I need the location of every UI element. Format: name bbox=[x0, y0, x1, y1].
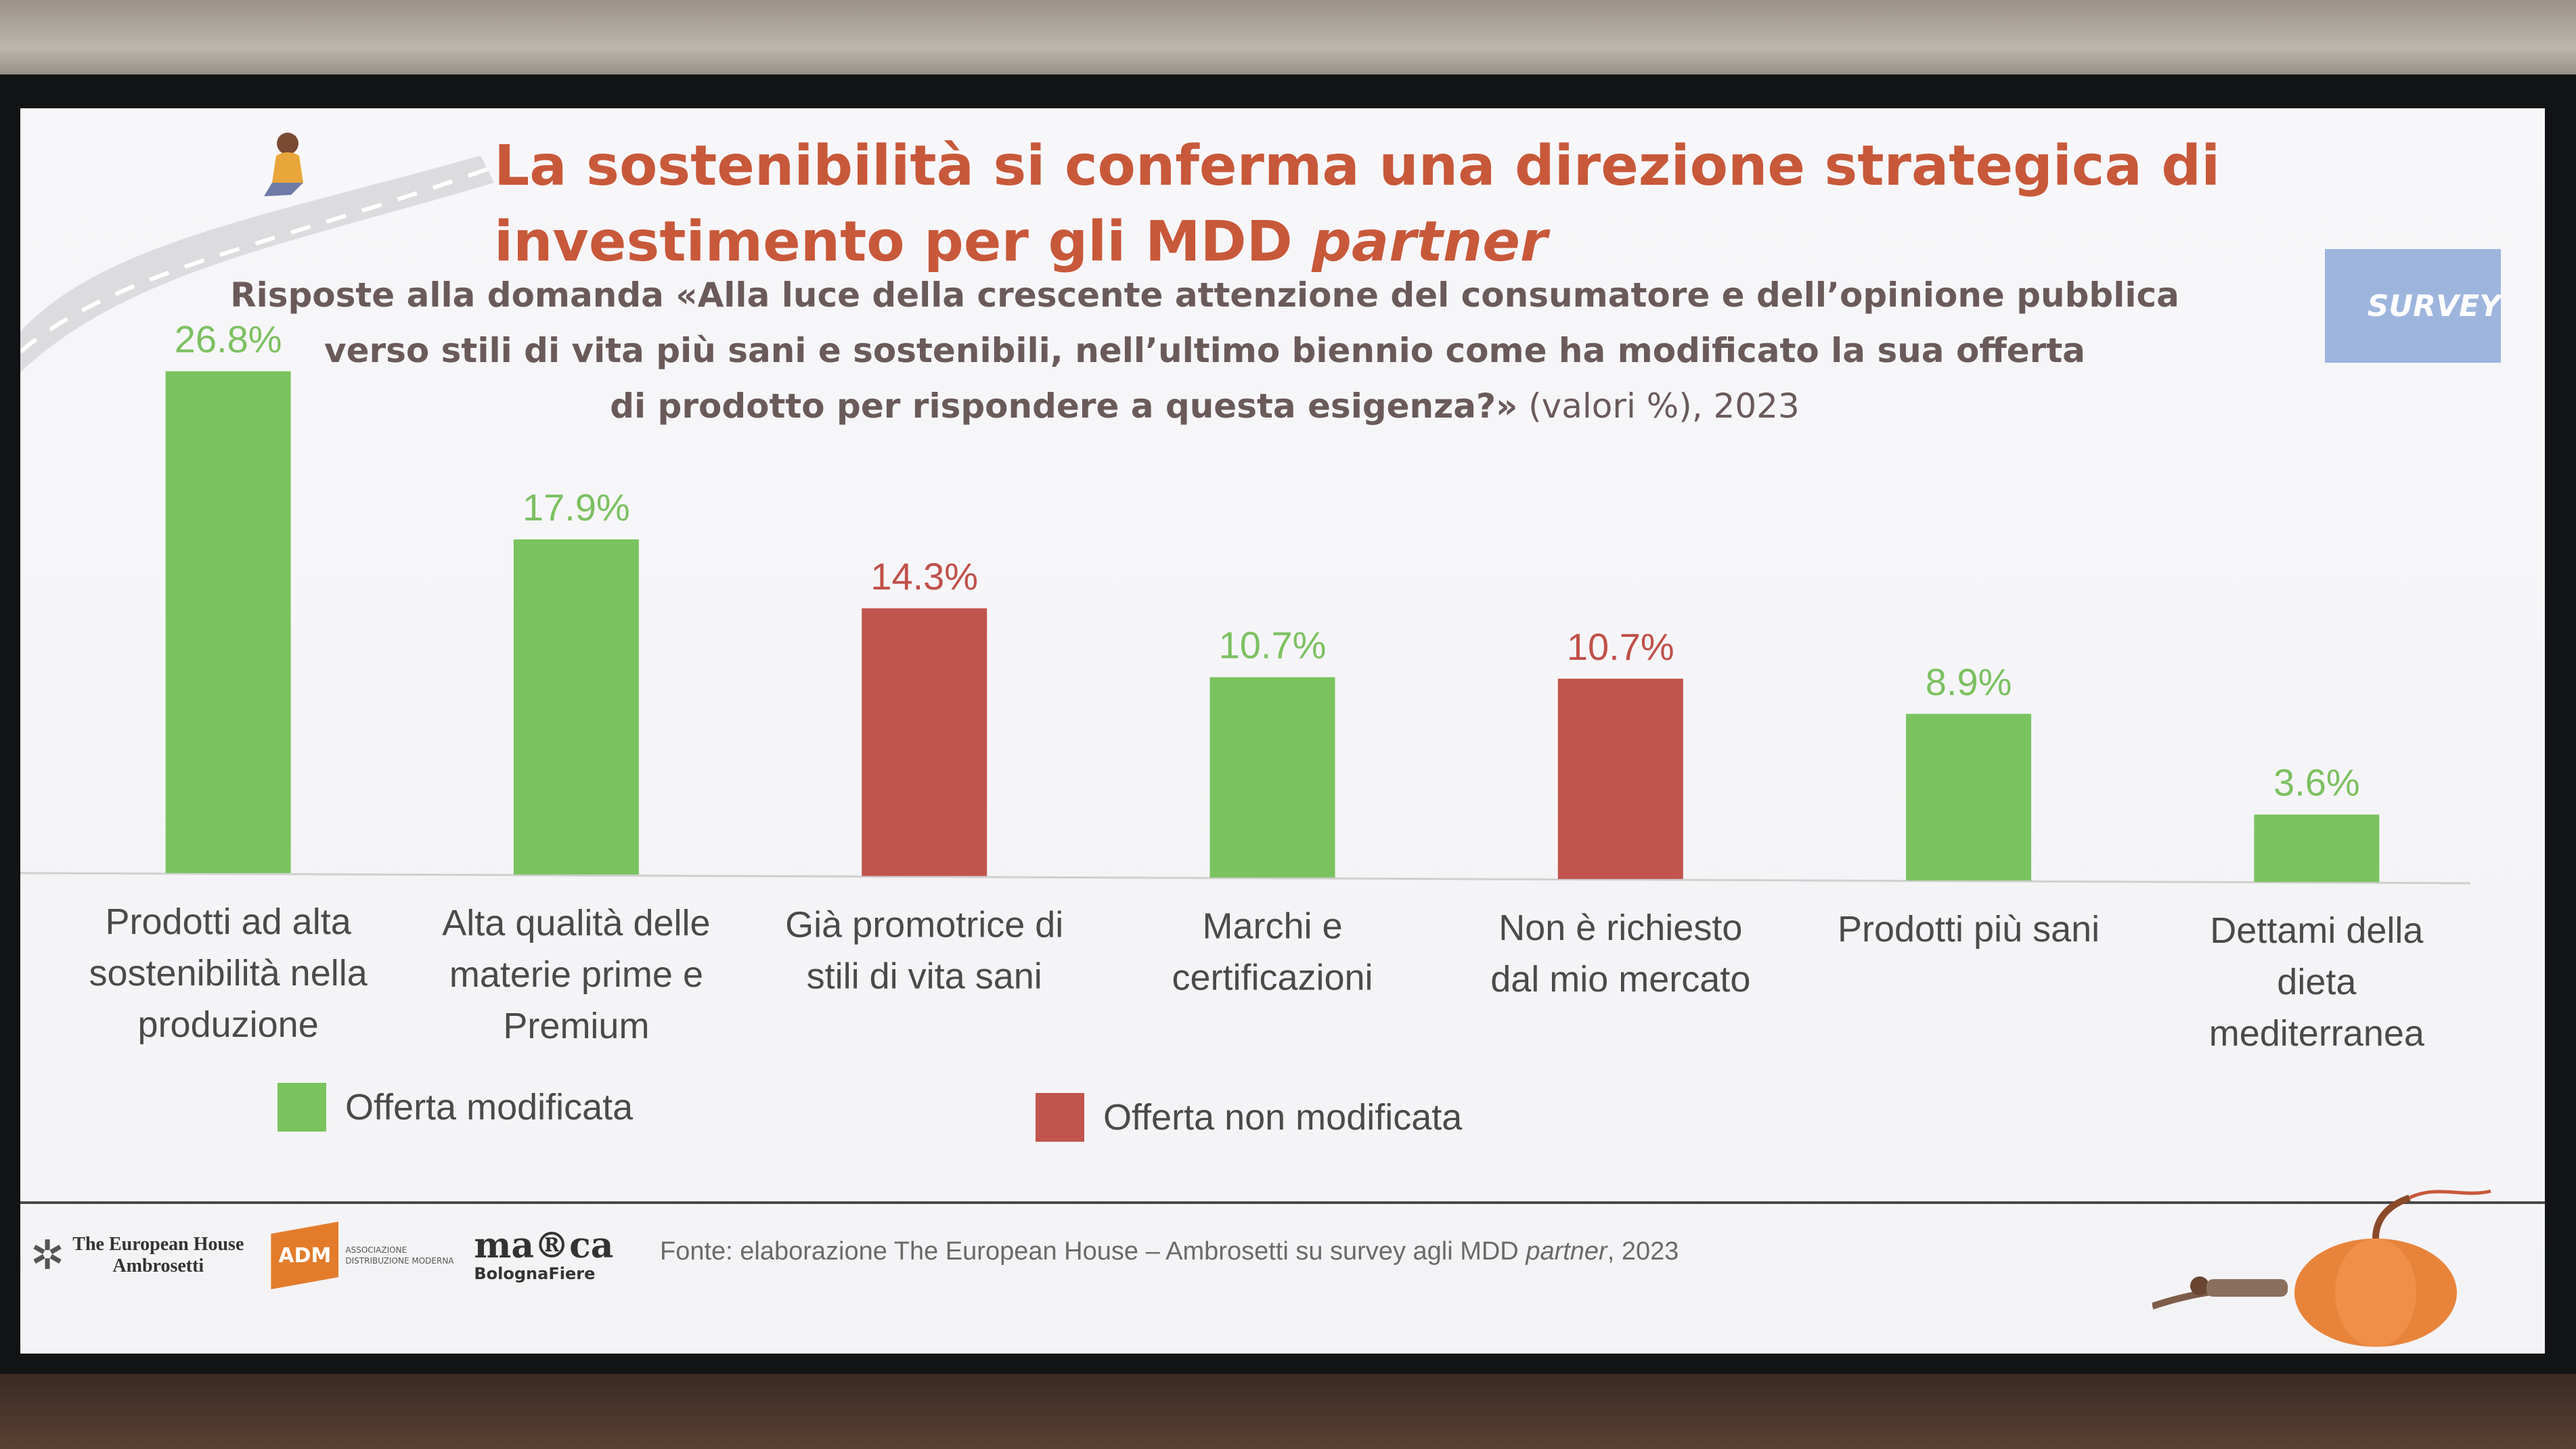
legend-swatch-red bbox=[1036, 1093, 1084, 1142]
slide: La sostenibilità si conferma una direzio… bbox=[20, 108, 2545, 1354]
pumpkin-illustration bbox=[2152, 1189, 2491, 1347]
marca-logo-text: ma®ca bbox=[474, 1225, 614, 1266]
chart-question: Risposte alla domanda «Alla luce della c… bbox=[223, 267, 2186, 434]
teh-logo: ✲ The European House Ambrosetti bbox=[30, 1232, 244, 1279]
pumpkin-icon bbox=[2294, 1189, 2491, 1347]
category-label-4-line-1: Marchi e bbox=[1202, 906, 1342, 947]
source-note: Fonte: elaborazione The European House –… bbox=[660, 1237, 1679, 1266]
bar-value-label-5: 10.7% bbox=[1567, 625, 1674, 668]
bar-value-label-6: 8.9% bbox=[1926, 661, 2012, 703]
bar-5 bbox=[1557, 678, 1683, 879]
bar-value-label-3: 14.3% bbox=[870, 555, 978, 598]
title-line-2: investimento per gli MDD partner bbox=[494, 204, 2322, 280]
bar-3 bbox=[862, 608, 987, 876]
category-label-7-line-2: dieta bbox=[2277, 962, 2357, 1002]
legend-label-modificata: Offerta modificata bbox=[345, 1087, 634, 1128]
source-end: , 2023 bbox=[1607, 1237, 1679, 1266]
footer-logos: ✲ The European House Ambrosetti ADM ASSO… bbox=[20, 1218, 613, 1293]
category-label-7-line-1: Dettami della bbox=[2210, 910, 2424, 951]
legend-item-non-modificata: Offerta non modificata bbox=[1036, 1093, 1462, 1142]
category-label-1-line-2: sostenibilità nella bbox=[89, 953, 368, 994]
teh-logo-icon: ✲ bbox=[30, 1232, 65, 1279]
title-line-2-text: investimento per gli MDD bbox=[494, 210, 1312, 274]
bar-value-label-7: 3.6% bbox=[2273, 761, 2360, 804]
bar-1 bbox=[165, 371, 291, 873]
bar-2 bbox=[513, 539, 639, 875]
marca-logo-sub: BolognaFiere bbox=[474, 1264, 596, 1283]
bar-7 bbox=[2254, 814, 2380, 883]
category-label-3-line-1: Già promotrice di bbox=[785, 904, 1063, 945]
bar-value-label-4: 10.7% bbox=[1219, 624, 1327, 667]
legend-item-modificata: Offerta modificata bbox=[277, 1083, 633, 1132]
source-italic: partner bbox=[1526, 1237, 1607, 1266]
category-label-6-line-1: Prodotti più sani bbox=[1838, 909, 2100, 950]
category-label-2-line-3: Premium bbox=[503, 1006, 649, 1046]
category-label-4-line-2: certificazioni bbox=[1172, 958, 1373, 998]
survey-badge: SURVEY bbox=[2325, 249, 2501, 363]
legend-swatch-green bbox=[277, 1083, 326, 1132]
question-line-3-bold: di prodotto per rispondere a questa esig… bbox=[610, 386, 1518, 426]
bar-chart: 26.8% Prodotti ad alta sostenibilità nella… bbox=[20, 318, 2471, 1054]
question-line-2: verso stili di vita più sani e sostenibi… bbox=[324, 331, 2086, 370]
x-axis-line bbox=[20, 872, 2471, 885]
legend-label-non-modificata: Offerta non modificata bbox=[1103, 1097, 1463, 1138]
category-label-5-line-2: dal mio mercato bbox=[1490, 959, 1750, 1000]
footer-divider bbox=[20, 1201, 2545, 1204]
slide-title: La sostenibilità si conferma una direzio… bbox=[494, 129, 2322, 280]
title-line-1: La sostenibilità si conferma una direzio… bbox=[494, 134, 2221, 198]
ceiling-background bbox=[0, 0, 2576, 81]
adm-logo: ADM ASSOCIAZIONE DISTRIBUZIONE MODERNA bbox=[271, 1222, 460, 1289]
marca-logo: ma®ca BolognaFiere bbox=[474, 1225, 614, 1284]
question-line-3: di prodotto per rispondere a questa esig… bbox=[223, 378, 2186, 434]
person-lying-icon bbox=[2190, 1276, 2288, 1297]
bar-4 bbox=[1209, 677, 1335, 878]
category-label-3-line-2: stili di vita sani bbox=[807, 956, 1042, 996]
bar-value-label-2: 17.9% bbox=[523, 486, 630, 529]
question-line-1: Risposte alla domanda «Alla luce della c… bbox=[230, 275, 2179, 315]
question-line-3-light: (valori %), 2023 bbox=[1517, 386, 1800, 426]
person-sitting-icon bbox=[264, 133, 303, 196]
adm-logo-text: ASSOCIAZIONE DISTRIBUZIONE MODERNA bbox=[345, 1245, 454, 1266]
adm-logo-badge: ADM bbox=[271, 1222, 339, 1289]
title-line-2-italic: partner bbox=[1312, 210, 1548, 274]
category-label-2-line-1: Alta qualità delle bbox=[442, 903, 710, 943]
teh-logo-line-2: Ambrosetti bbox=[112, 1255, 204, 1276]
bar-value-label-1: 26.8% bbox=[175, 318, 282, 361]
floor-background bbox=[0, 1374, 2576, 1449]
category-label-2-line-2: materie prime e bbox=[449, 954, 703, 995]
category-label-1-line-1: Prodotti ad alta bbox=[106, 901, 352, 942]
bar-6 bbox=[1906, 713, 2032, 880]
source-text: Fonte: elaborazione The European House –… bbox=[660, 1237, 1526, 1266]
category-label-7-line-3: mediterranea bbox=[2209, 1013, 2425, 1054]
road-decoration bbox=[20, 133, 494, 372]
teh-logo-line-1: The European House bbox=[72, 1234, 244, 1255]
category-label-5-line-1: Non è richiesto bbox=[1498, 908, 1742, 948]
category-label-1-line-3: produzione bbox=[138, 1004, 319, 1045]
